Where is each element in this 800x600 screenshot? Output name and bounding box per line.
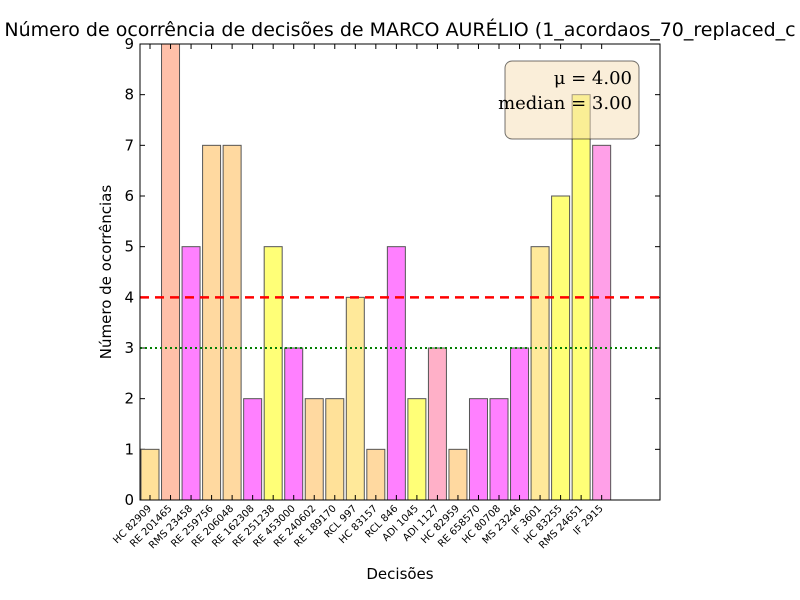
reference-lines xyxy=(140,296,660,349)
stats-box-background xyxy=(504,60,640,140)
bar xyxy=(345,296,365,501)
y-tick-label: 6 xyxy=(124,187,134,205)
bar xyxy=(161,43,181,501)
bar xyxy=(325,398,345,501)
chart-title: Número de ocorrência de decisões de MARC… xyxy=(4,18,795,41)
y-tick-label: 0 xyxy=(124,491,134,509)
bar xyxy=(140,448,160,501)
bar xyxy=(222,144,242,501)
y-tick-label: 4 xyxy=(124,288,134,306)
y-axis-label: Número de ocorrências xyxy=(97,185,115,360)
bar xyxy=(468,398,488,501)
bar xyxy=(386,246,406,501)
bars xyxy=(140,43,612,501)
bar xyxy=(263,246,283,501)
bar xyxy=(489,398,509,501)
stats-box: μ = 4.00 median = 3.00 xyxy=(498,60,640,140)
bar xyxy=(181,246,201,501)
stats-median-text: median = 3.00 xyxy=(498,93,632,114)
bar xyxy=(407,398,427,501)
bar xyxy=(284,347,304,501)
y-tick-label: 3 xyxy=(124,339,134,357)
x-axis-label: Decisões xyxy=(366,565,433,583)
plot-frame xyxy=(139,43,661,501)
bar xyxy=(202,144,222,501)
bar xyxy=(510,347,530,501)
y-tick-label: 8 xyxy=(124,86,134,104)
y-tick-label: 5 xyxy=(124,238,134,256)
y-tick-label: 9 xyxy=(124,35,134,53)
bar xyxy=(304,398,324,501)
bar xyxy=(366,448,386,501)
y-tick-label: 1 xyxy=(124,440,134,458)
bar xyxy=(243,398,263,501)
bar xyxy=(530,246,550,501)
bar xyxy=(592,144,612,501)
bar xyxy=(448,448,468,501)
y-tick-label: 7 xyxy=(124,136,134,154)
y-tick-label: 2 xyxy=(124,390,134,408)
stats-mean-text: μ = 4.00 xyxy=(554,68,632,89)
bar xyxy=(427,347,447,501)
